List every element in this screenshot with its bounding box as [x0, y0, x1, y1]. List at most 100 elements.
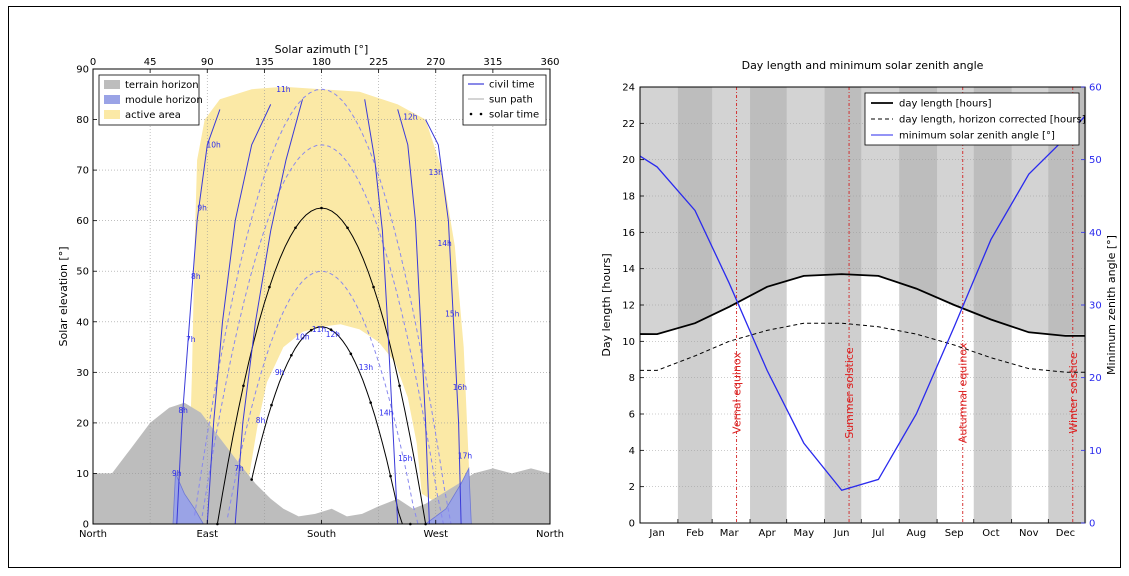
civil-time-line — [397, 109, 430, 525]
legend-swatch — [104, 80, 120, 89]
hour-label: 10h — [295, 332, 310, 341]
hours-tick-label: 20 — [622, 155, 635, 166]
hour-label: 12h — [403, 113, 418, 122]
hour-label: 7h — [234, 464, 244, 473]
civil-time-line — [176, 109, 221, 525]
solar-time-dot — [372, 285, 375, 289]
month-tick-label: Sep — [945, 528, 964, 539]
hour-label: 14h — [437, 239, 452, 248]
solar-time-dot — [389, 474, 392, 478]
hour-label: 8h — [191, 272, 201, 281]
sun-path — [194, 88, 452, 525]
time-legend: civil time sun path solar time — [462, 74, 547, 126]
time-legend-box — [462, 74, 547, 126]
hours-tick-label: 18 — [622, 192, 635, 203]
legend-label: module horizon — [125, 95, 203, 106]
civil-time-line — [425, 119, 462, 525]
hour-label: 10h — [206, 140, 221, 149]
month-tick-label: May — [793, 528, 814, 539]
legend-label: active area — [125, 110, 181, 121]
solar-time-dot — [270, 403, 273, 407]
figure-frame: 9h 8h 7h 8h 9h 10h 11h 12h 13h 14h 15h 16h 17h 10h 11h… — [8, 6, 1121, 568]
azimuth-tick-label: 270 — [426, 57, 445, 68]
active-area — [188, 86, 472, 524]
elevation-tick-label: 10 — [76, 469, 89, 480]
sun-path — [227, 270, 419, 525]
solar-time-dot — [320, 206, 323, 210]
elevation-axis-label: Solar elevation [°] — [57, 246, 70, 346]
night-shading — [640, 87, 1085, 336]
zenith-axis-label: Minimum zenith angle [°] — [1105, 235, 1118, 375]
legend-label: terrain horizon — [125, 80, 199, 91]
elevation-tick-label: 20 — [76, 418, 89, 429]
month-tick-label: Mar — [720, 528, 740, 539]
zenith-tick-label: 40 — [1089, 228, 1102, 239]
hours-tick-label: 10 — [622, 337, 635, 348]
hours-tick-label: 14 — [622, 264, 635, 275]
day-length-corrected-line — [640, 322, 1086, 373]
solar-time-dot — [349, 352, 353, 356]
month-tick-label: Jun — [833, 528, 850, 539]
hours-tick-label: 2 — [629, 482, 635, 493]
solar-time-dot — [329, 328, 333, 331]
hour-label: 11h — [276, 85, 291, 94]
elevation-tick-label: 30 — [76, 368, 89, 379]
compass-tick-label: East — [196, 529, 218, 540]
hours-tick-label: 22 — [622, 119, 635, 130]
zenith-angle-line — [639, 115, 1086, 492]
solar-time-dot — [242, 384, 245, 388]
hours-tick-label: 4 — [629, 446, 635, 457]
elevation-tick-label: 70 — [76, 166, 89, 177]
day-length-legend-box — [864, 92, 1080, 146]
zenith-tick-label: 60 — [1089, 83, 1102, 94]
day-length-line — [639, 273, 1086, 337]
hours-tick-label: 16 — [622, 228, 635, 239]
event-label: Winter solstice — [1067, 352, 1080, 433]
solar-time-dot — [309, 328, 313, 332]
zenith-tick-label: 30 — [1089, 301, 1102, 312]
azimuth-tick-label: 0 — [90, 57, 96, 68]
hour-label: 7h — [186, 335, 196, 344]
compass-tick-label: North — [536, 529, 564, 540]
azimuth-axis-label: Solar azimuth [°] — [275, 43, 369, 56]
legend-solar-dot — [479, 112, 483, 116]
compass-tick-label: North — [79, 529, 107, 540]
civil-time-line — [234, 99, 303, 525]
month-tick-label: Oct — [982, 528, 999, 539]
legend-label: day length [hours] — [899, 99, 992, 110]
azimuth-tick-label: 90 — [201, 57, 214, 68]
elevation-tick-label: 60 — [76, 216, 89, 227]
month-tick-label: Dec — [1056, 528, 1075, 539]
legend-label: solar time — [489, 110, 539, 121]
month-tick-label: Aug — [907, 528, 927, 539]
azimuth-tick-label: 45 — [144, 57, 157, 68]
hour-label: 11h — [312, 325, 327, 334]
day-length-legend: day length [hours] day length, horizon co… — [864, 92, 1086, 146]
hour-label: 15h — [398, 454, 413, 463]
sun-path — [201, 144, 444, 525]
compass-tick-label: West — [423, 529, 448, 540]
event-label: Vernal equinox — [731, 352, 744, 434]
event-label: Autumnal equinox — [957, 342, 970, 443]
elevation-tick-label: 0 — [83, 520, 89, 531]
hour-label: 17h — [458, 451, 473, 460]
hour-label: 13h — [359, 363, 374, 372]
month-tick-label: Jan — [648, 528, 664, 539]
legend-swatch — [104, 95, 120, 104]
zenith-tick-label: 0 — [1089, 519, 1095, 530]
hours-tick-label: 24 — [622, 83, 635, 94]
legend-label: sun path — [489, 95, 533, 106]
legend-label: day length, horizon corrected [hours] — [899, 115, 1086, 126]
month-tick-label: Nov — [1019, 528, 1039, 539]
civil-time-line — [206, 104, 272, 525]
hour-label: 16h — [453, 383, 468, 392]
month-tick-label: Jul — [871, 528, 884, 539]
azimuth-tick-label: 180 — [312, 57, 331, 68]
legend-label: civil time — [489, 80, 535, 91]
legend-solar-dot — [469, 112, 473, 116]
solar-time-dot — [268, 285, 271, 289]
legend-label: minimum solar zenith angle [°] — [899, 131, 1055, 142]
azimuth-tick-label: 225 — [369, 57, 388, 68]
month-tick-label: Apr — [758, 528, 776, 539]
day-length-chart: Vernal equinox Summer solstice Autumnal eq… — [600, 59, 1118, 539]
